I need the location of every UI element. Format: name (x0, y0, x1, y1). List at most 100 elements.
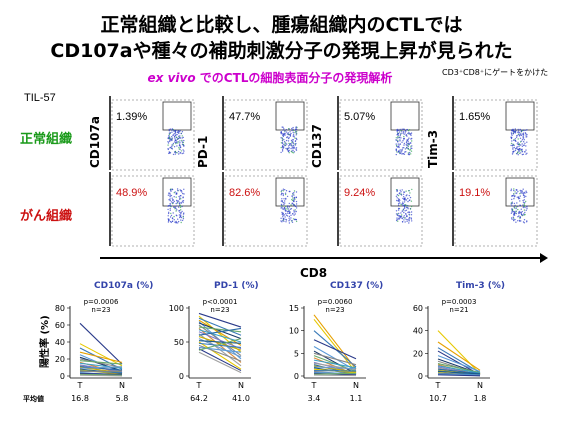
flow-dot (410, 214, 413, 216)
line-chart-series-line (313, 372, 357, 375)
flow-dot (511, 208, 513, 210)
line-chart-series-line (79, 351, 123, 363)
flow-dot (295, 196, 298, 199)
flow-dot (292, 149, 294, 152)
flow-plot-frame (339, 175, 423, 247)
flow-dot (400, 191, 402, 193)
flow-dot (181, 137, 183, 139)
flow-dot (295, 128, 298, 130)
flow-dot (183, 139, 185, 142)
flow-dot (177, 141, 180, 143)
flow-dot (510, 189, 512, 192)
flow-dot (294, 218, 296, 220)
flow-dot (519, 195, 521, 197)
flow-dot (177, 189, 179, 192)
flow-dot (513, 202, 516, 205)
flow-dot (281, 139, 284, 141)
flow-dot (296, 138, 298, 141)
flow-dot (182, 201, 184, 204)
flow-dot (521, 145, 524, 147)
flow-dot (523, 219, 526, 221)
flow-dot (178, 135, 180, 137)
flow-dot (282, 145, 284, 148)
flow-dot (403, 204, 405, 207)
flow-dot (293, 204, 295, 207)
flow-dot (515, 221, 517, 223)
flow-dot (178, 214, 181, 216)
flow-dot (170, 138, 173, 140)
flow-dot (519, 216, 522, 218)
flow-dot (284, 200, 286, 202)
flow-dot (283, 220, 285, 222)
flow-dot (288, 212, 290, 214)
flow-dot (171, 197, 173, 199)
flow-dot (177, 222, 179, 224)
flow-dot (181, 152, 183, 155)
flow-dot (398, 136, 401, 139)
line-chart-series-line (198, 322, 242, 340)
line-chart-pvalue: p<0.0001 (203, 298, 238, 306)
flow-dot (525, 145, 527, 147)
flow-dot (403, 142, 406, 145)
flow-dot (402, 193, 405, 195)
line-chart-n: n=23 (325, 306, 344, 314)
flow-dot (405, 199, 408, 201)
flow-dot (402, 208, 405, 210)
flow-dot (283, 207, 285, 210)
flow-dot (295, 218, 297, 221)
flow-dot (294, 205, 297, 208)
flow-dot (518, 215, 520, 217)
flow-dot (398, 129, 400, 132)
flow-dot (286, 143, 288, 145)
flow-dot (406, 135, 408, 137)
flow-dot (512, 147, 514, 149)
flow-dot (513, 144, 515, 146)
flow-dot (180, 198, 182, 200)
flow-dot (398, 201, 400, 203)
flow-dot (168, 128, 170, 131)
flow-dot (175, 139, 177, 142)
flow-dot (516, 147, 518, 149)
flow-dot (512, 148, 514, 150)
flow-dot (282, 216, 284, 218)
flow-dot (407, 129, 410, 132)
flow-dot (405, 206, 408, 209)
flow-dot (281, 141, 284, 143)
flow-dot (169, 209, 171, 211)
flow-dot (179, 204, 181, 206)
flow-dot (286, 136, 288, 139)
flow-dot (175, 221, 178, 224)
flow-dot (289, 131, 291, 133)
flow-dot (514, 191, 516, 193)
flow-dot (169, 216, 172, 218)
flow-x-axis-arrow (540, 253, 548, 263)
line-chart-category-label: T (77, 381, 83, 390)
flow-dot (285, 218, 287, 221)
line-chart-series-line (79, 322, 123, 365)
line-chart-mean-label: 16.8 (71, 394, 89, 403)
flow-dot (170, 206, 172, 208)
flow-dot (517, 128, 519, 131)
flow-dot (397, 132, 400, 135)
line-chart-series-line (313, 318, 357, 373)
flow-dot (295, 127, 297, 129)
title-line-2: CD107aや種々の補助刺激分子の発現上昇が見られた (50, 40, 513, 62)
flow-dot (282, 188, 285, 190)
flow-dot (401, 217, 404, 220)
flow-dot (175, 214, 177, 216)
flow-dot (174, 134, 177, 137)
flow-dot (291, 202, 293, 204)
line-chart-series-line (198, 327, 242, 336)
flow-dot (289, 133, 291, 136)
line-chart-n: n=21 (449, 306, 468, 314)
flow-dot (525, 149, 527, 151)
flow-dot (516, 143, 518, 145)
flow-dot (522, 199, 524, 202)
flow-dot (280, 146, 282, 149)
flow-dot (181, 139, 183, 142)
line-chart-ytick-label: 20 (55, 355, 65, 364)
flow-dot (295, 149, 298, 151)
flow-dot (181, 219, 184, 222)
flow-dot (294, 131, 296, 134)
